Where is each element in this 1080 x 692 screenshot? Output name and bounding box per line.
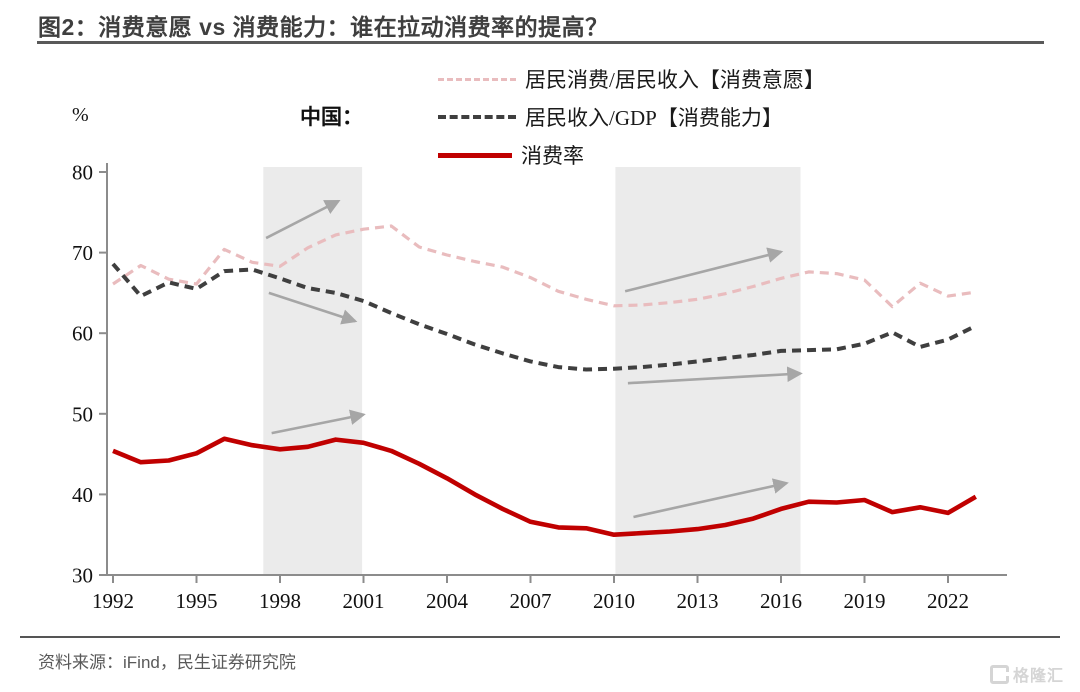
ability-line-swatch-icon <box>438 115 516 119</box>
y-tick-label: 50 <box>72 402 93 426</box>
x-tick-label: 2019 <box>843 589 885 613</box>
legend: 居民消费/居民收入【消费意愿】 居民收入/GDP【消费能力】 消费率 <box>438 64 825 170</box>
trend-arrow <box>633 478 789 519</box>
y-tick-label: 80 <box>72 161 93 185</box>
trend-arrow <box>624 247 784 293</box>
x-tick-label: 1998 <box>259 589 301 613</box>
x-tick-label: 2001 <box>342 589 384 613</box>
legend-item-consumption-rate: 消费率 <box>438 140 825 170</box>
willingness-line-swatch-icon <box>438 77 516 81</box>
x-tick-label: 2004 <box>426 589 469 613</box>
watermark-logo: 格隆汇 <box>989 662 1064 686</box>
y-tick-label: 60 <box>72 322 93 346</box>
legend-label: 居民收入/GDP【消费能力】 <box>525 106 783 130</box>
axes <box>106 163 1007 576</box>
legend-item-ability: 居民收入/GDP【消费能力】 <box>438 102 825 132</box>
y-tick-label: 70 <box>72 241 93 265</box>
x-tick-label: 2016 <box>760 589 802 613</box>
legend-item-willingness: 居民消费/居民收入【消费意愿】 <box>438 64 825 94</box>
x-tick-label: 2022 <box>927 589 969 613</box>
logo-g-icon <box>989 664 1009 684</box>
figure-title: 图2：消费意愿 vs 消费能力：谁在拉动消费率的提高？ <box>38 14 609 40</box>
y-tick-label: 40 <box>72 483 93 507</box>
shaded-band <box>615 167 801 575</box>
logo-text: 格隆汇 <box>1012 668 1064 685</box>
consumption-rate-line-swatch-icon <box>438 152 512 158</box>
title-underline <box>37 41 1044 44</box>
legend-label: 居民消费/居民收入【消费意愿】 <box>525 68 825 92</box>
trend-arrow <box>265 199 341 240</box>
trend-arrow <box>271 409 366 435</box>
source-text: 资料来源：iFind，民生证券研究院 <box>38 653 296 672</box>
shaded-band <box>263 167 363 575</box>
x-tick-label: 2013 <box>676 589 718 613</box>
footer-divider <box>20 636 1060 638</box>
y-axis-unit-label: % <box>72 104 89 126</box>
x-tick-label: 1992 <box>92 589 134 613</box>
x-tick-label: 2010 <box>593 589 635 613</box>
series-line <box>112 436 977 538</box>
series-line <box>112 224 977 309</box>
legend-label: 消费率 <box>521 144 584 168</box>
trend-arrow <box>627 366 803 385</box>
y-tick-label: 30 <box>72 564 93 588</box>
x-tick-label: 1995 <box>175 589 217 613</box>
trend-arrow <box>268 291 358 325</box>
series-line <box>111 262 977 372</box>
x-tick-label: 2007 <box>509 589 551 613</box>
chart-region-label: 中国： <box>300 105 363 129</box>
chart-canvas: 30 40 50 60 70 80 1992 1995 1998 2001 2004 2007 2010… <box>72 161 1007 613</box>
